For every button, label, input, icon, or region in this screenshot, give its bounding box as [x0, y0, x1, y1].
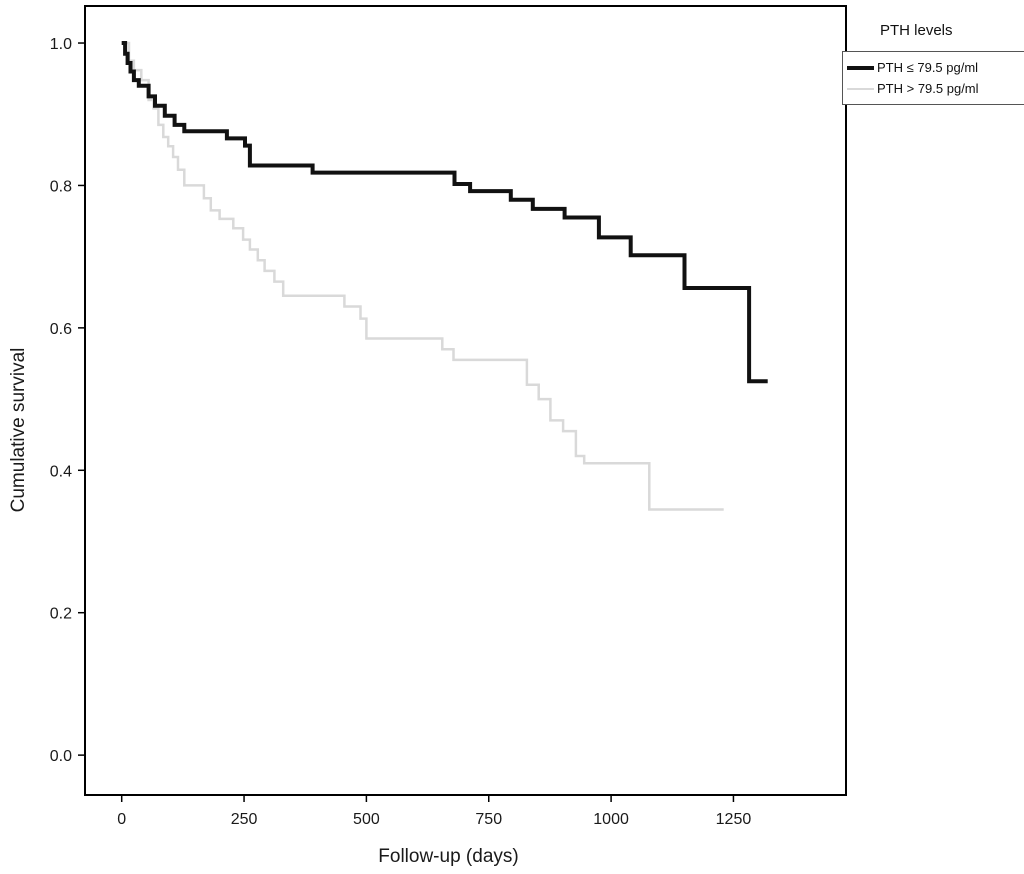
- x-tick-label: 500: [353, 811, 380, 828]
- x-tick-label: 1000: [593, 811, 629, 828]
- series-line-high-pth: [121, 41, 724, 511]
- y-tick-label: 0.4: [50, 463, 72, 480]
- x-tick-label: 0: [117, 811, 126, 828]
- y-tick-label: 1.0: [50, 36, 72, 53]
- legend-item-high-pth: PTH > 79.5 pg/ml: [847, 78, 1023, 99]
- legend-title: PTH levels: [880, 22, 953, 39]
- x-axis-title: Follow-up (days): [378, 846, 518, 867]
- x-tick-label: 1250: [716, 811, 752, 828]
- y-tick-label: 0.8: [50, 178, 72, 195]
- legend-item-label: PTH > 79.5 pg/ml: [877, 81, 979, 96]
- plot-frame: [84, 5, 847, 796]
- gray-line-swatch: [847, 87, 874, 90]
- legend: PTH levels PTH ≤ 79.5 pg/ml PTH > 79.5 p…: [842, 22, 1024, 105]
- x-tick-label: 750: [475, 811, 502, 828]
- legend-box: PTH ≤ 79.5 pg/ml PTH > 79.5 pg/ml: [842, 51, 1024, 105]
- x-tick-label: 250: [231, 811, 258, 828]
- legend-item-label: PTH ≤ 79.5 pg/ml: [877, 60, 979, 75]
- y-tick-label: 0.0: [50, 748, 72, 765]
- y-tick-label: 0.2: [50, 606, 72, 623]
- series-line-low-pth: [121, 41, 768, 384]
- black-line-swatch: [847, 65, 874, 70]
- y-tick-label: 0.6: [50, 321, 72, 338]
- y-axis-title: Cumulative survival: [8, 348, 29, 513]
- legend-item-low-pth: PTH ≤ 79.5 pg/ml: [847, 57, 1023, 78]
